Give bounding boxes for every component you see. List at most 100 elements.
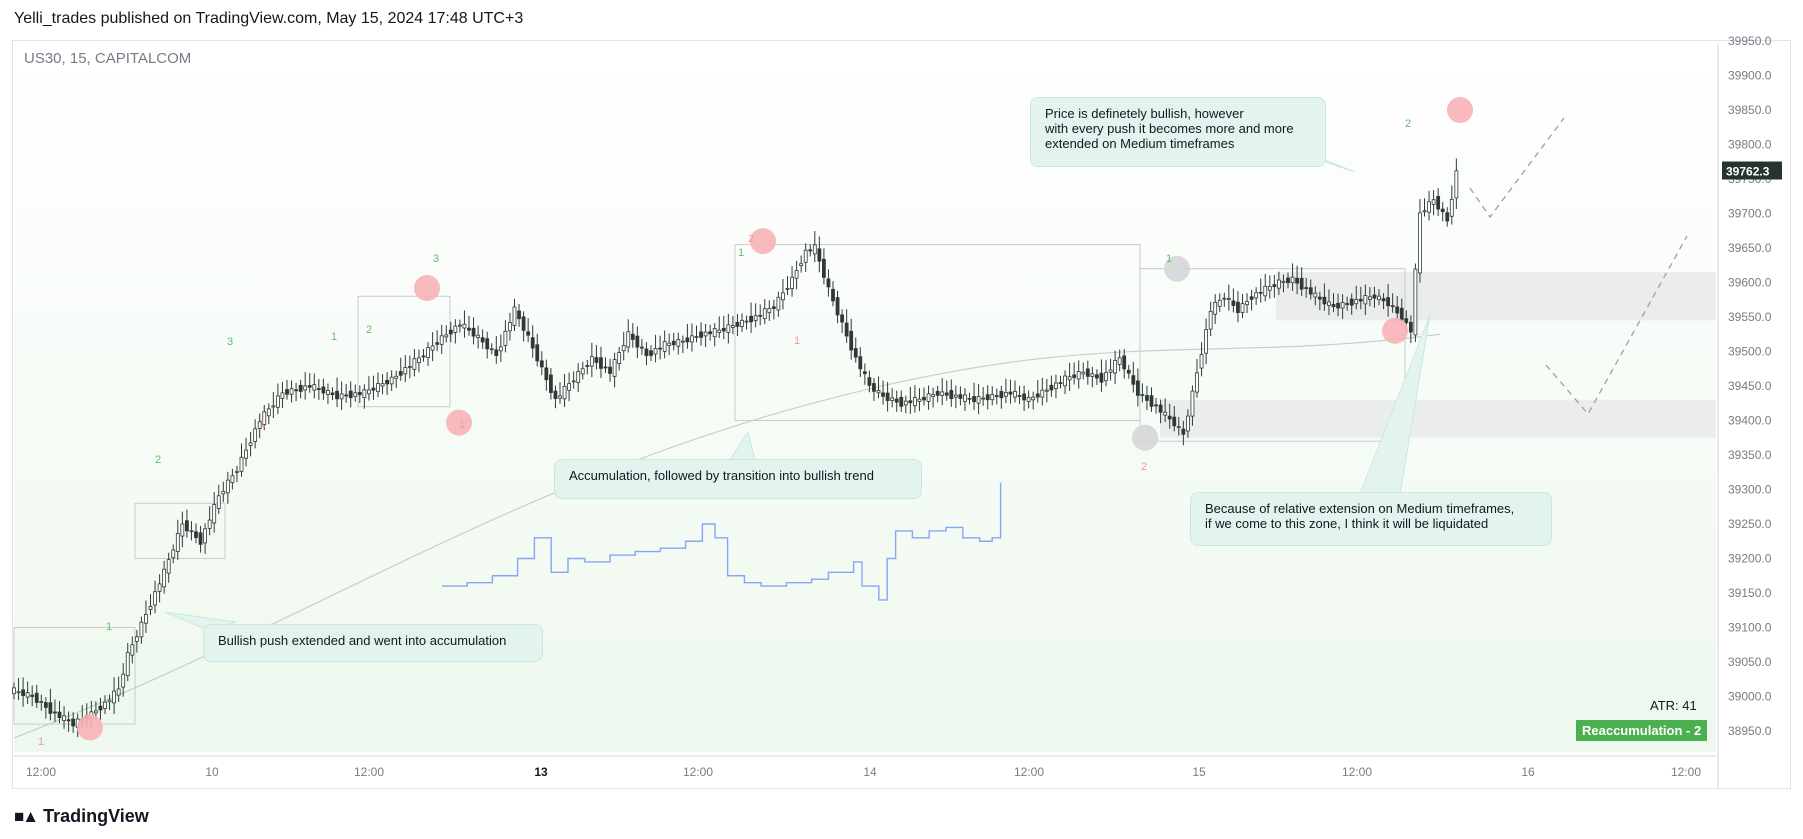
candle: [1245, 301, 1249, 306]
candle: [680, 340, 685, 343]
candle: [448, 329, 453, 335]
candle: [1076, 371, 1081, 380]
note-liquidation-zone[interactable]: Because of relative extension on Medium …: [1190, 492, 1552, 546]
note-bullish-push[interactable]: Bullish push extended and went into accu…: [203, 624, 543, 662]
candle: [894, 398, 899, 403]
candle: [1354, 299, 1359, 305]
candle: [535, 344, 540, 362]
candle: [626, 331, 631, 348]
liquidity-circle-red: [77, 714, 103, 741]
y-tick-label: 39550.0: [1728, 310, 1772, 324]
candle: [935, 390, 940, 396]
candle: [953, 394, 958, 398]
candle: [130, 644, 135, 656]
candle: [1140, 394, 1145, 396]
liquidity-circle-red: [414, 275, 440, 302]
wave-count-label: 1: [459, 419, 465, 431]
y-tick-label: 39200.0: [1728, 552, 1772, 566]
candle: [1404, 318, 1409, 324]
candle: [526, 331, 531, 336]
candle: [1418, 212, 1422, 274]
candle: [134, 636, 139, 642]
candle: [926, 393, 931, 402]
note-price-bullish[interactable]: Price is definetely bullish, however wit…: [1030, 97, 1326, 167]
last-price-badge: [1722, 161, 1782, 180]
candle: [1449, 198, 1454, 217]
candle: [1340, 302, 1345, 309]
candle: [749, 315, 753, 323]
wave-count-label: 1: [738, 247, 744, 259]
tradingview-logo[interactable]: ■▲ TradingView: [14, 806, 149, 827]
candle: [630, 333, 635, 340]
candle: [239, 456, 244, 472]
candle: [753, 315, 758, 321]
wave-count-label: 2: [366, 324, 372, 336]
candle: [403, 367, 408, 375]
wave-count-label: 1: [1166, 253, 1172, 265]
y-tick-label: 39800.0: [1728, 138, 1772, 152]
liquidity-circle-red: [1382, 317, 1408, 344]
tradingview-mark-icon: ■▲: [14, 806, 39, 826]
candle: [494, 349, 499, 356]
candle: [348, 390, 353, 399]
price-zone: [1276, 272, 1716, 321]
candle: [1277, 279, 1281, 289]
candle: [1445, 212, 1450, 222]
candle: [835, 297, 840, 316]
y-tick-label: 39400.0: [1728, 414, 1772, 428]
candle: [312, 384, 317, 391]
candle: [103, 701, 107, 709]
candle: [990, 394, 995, 401]
candle: [726, 324, 731, 333]
candle: [844, 322, 849, 337]
candle: [394, 375, 399, 379]
candle: [576, 371, 581, 383]
chart-frame[interactable]: [12, 40, 1791, 789]
x-tick-label: 12:00: [1014, 765, 1044, 779]
candle: [207, 519, 212, 529]
candle: [216, 495, 221, 509]
candle: [1399, 307, 1404, 321]
candle: [867, 377, 872, 386]
candle: [198, 532, 203, 545]
candle: [212, 504, 217, 524]
candle: [353, 392, 358, 397]
candle: [771, 306, 776, 309]
candle: [908, 400, 913, 404]
wave-count-label: 1: [259, 418, 265, 430]
candle: [1044, 389, 1049, 392]
candle: [1149, 395, 1154, 407]
symbol-label[interactable]: US30, 15, CAPITALCOM: [24, 50, 192, 67]
candle: [903, 400, 908, 406]
candle: [671, 340, 676, 346]
candle: [703, 331, 708, 337]
candle: [275, 395, 280, 408]
note-accumulation[interactable]: Accumulation, followed by transition int…: [554, 459, 922, 499]
candle: [16, 691, 21, 694]
candle: [166, 559, 171, 574]
candle: [1104, 372, 1108, 382]
range-box: [1139, 268, 1406, 442]
candle: [694, 336, 699, 338]
candle: [708, 331, 713, 335]
candle: [649, 350, 653, 356]
candle: [913, 397, 917, 407]
candle: [876, 390, 881, 394]
candle: [125, 652, 130, 677]
candle: [826, 278, 831, 288]
wave-count-label: 1: [106, 621, 112, 633]
candle: [1176, 426, 1181, 429]
y-tick-label: 39500.0: [1728, 345, 1772, 359]
candle: [999, 390, 1004, 399]
candle: [248, 442, 253, 446]
y-tick-label: 39050.0: [1728, 655, 1772, 669]
candle: [480, 337, 485, 343]
candle: [471, 327, 476, 337]
candle: [1331, 303, 1336, 308]
candle: [931, 394, 935, 397]
candle: [57, 711, 62, 718]
candle: [107, 699, 112, 703]
candle: [567, 383, 571, 391]
y-tick-label: 39900.0: [1728, 69, 1772, 83]
